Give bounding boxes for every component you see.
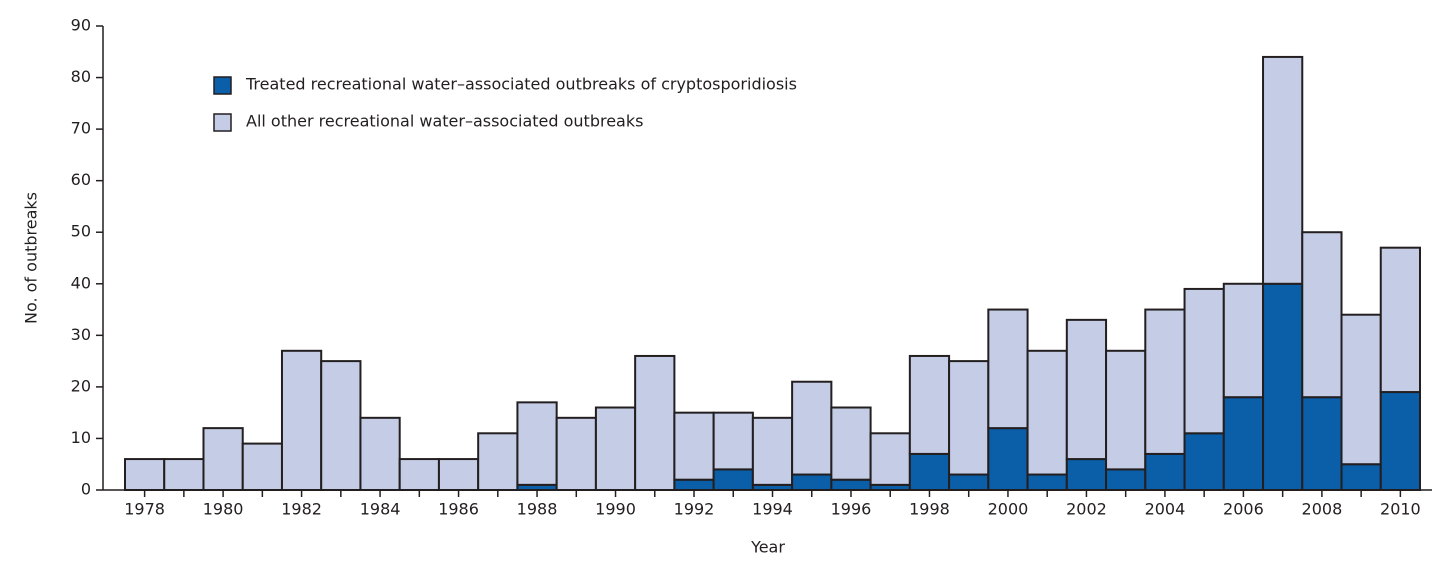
bar-segment [1026,349,1068,476]
y-tick-label: 20 [71,376,91,395]
x-tick-label: 1982 [281,500,322,519]
x-tick-label: 1984 [360,500,401,519]
bar-segment [359,416,401,492]
y-tick-label: 0 [81,480,91,499]
y-tick-label: 40 [71,273,91,292]
legend-label: All other recreational water–associated … [246,112,643,131]
bar-segment [1379,391,1421,491]
bar-segment [202,427,244,491]
bar-segment [477,432,519,491]
bar-segment [241,442,283,492]
bar-segment [673,478,715,492]
bar-segment [1222,282,1265,399]
x-tick-label: 1988 [517,500,558,519]
x-tick-label: 1998 [909,500,950,519]
bar-segment [1301,231,1343,399]
y-tick-label: 10 [71,428,91,447]
bar-segment [1183,287,1225,435]
y-tick-label: 80 [71,67,91,86]
bar-segment [398,458,440,492]
bar-segment [791,473,833,491]
bar-segment [1262,55,1304,285]
y-tick-label: 50 [71,222,91,241]
bar-segment [948,360,990,476]
x-tick-label: 2010 [1380,500,1421,519]
x-tick-label: 1980 [203,500,244,519]
x-axis-title: Year [750,538,785,557]
bar-segment [1340,463,1382,492]
bar-segment [987,427,1029,491]
x-tick-label: 1996 [831,500,872,519]
x-tick-label: 1992 [674,500,715,519]
bar-segment [555,416,597,492]
y-tick-label: 60 [71,170,91,189]
bar-segment [1065,458,1108,492]
bar-segment [1144,308,1186,455]
bar-segment [751,416,794,486]
bar-segment [1379,246,1421,394]
bar-segment [437,458,480,492]
x-tick-label: 2004 [1145,500,1186,519]
x-tick-label: 2000 [988,500,1029,519]
bar-segment [1026,473,1068,491]
y-tick-label: 70 [71,119,91,138]
x-tick-label: 1990 [595,500,636,519]
bar-segment [830,406,872,481]
bar-segment [1105,349,1147,471]
bar-segment [320,360,362,491]
bar-segment [830,478,872,492]
bar-segment [869,432,911,486]
bar-segment [908,354,951,455]
legend-label: Treated recreational water–associated ou… [245,75,797,94]
bar-segment [516,401,558,486]
bar-segment [1340,313,1382,466]
y-tick-label: 30 [71,325,91,344]
x-tick-label: 2006 [1223,500,1264,519]
x-tick-label: 2008 [1302,500,1343,519]
bar-segment [280,349,323,491]
bar-segment [712,468,754,491]
x-tick-label: 1978 [124,500,165,519]
x-tick-label: 1994 [752,500,793,519]
legend-swatch [213,113,232,132]
bar-segment [634,354,676,492]
bar-segment [163,458,205,492]
bar-segment [987,308,1029,430]
y-tick-label: 90 [71,16,91,35]
bar-segment [908,452,951,491]
bar-segment [673,411,715,481]
bar-segment [948,473,990,491]
bar-segment [594,406,637,491]
bar-segment [1144,452,1186,491]
bar-segment [791,380,833,476]
bar-segment [1105,468,1147,491]
bar-segment [124,458,166,492]
y-axis-title: No. of outbreaks [22,192,41,324]
bar-segment [1222,396,1265,492]
bar-segment [1183,432,1225,491]
bar-segment [1301,396,1343,492]
bar-segment [1262,282,1304,491]
bar-segment [712,411,754,471]
legend-swatch [213,76,232,95]
x-tick-label: 2002 [1066,500,1107,519]
x-tick-label: 1986 [438,500,479,519]
bar-segment [1065,318,1108,461]
